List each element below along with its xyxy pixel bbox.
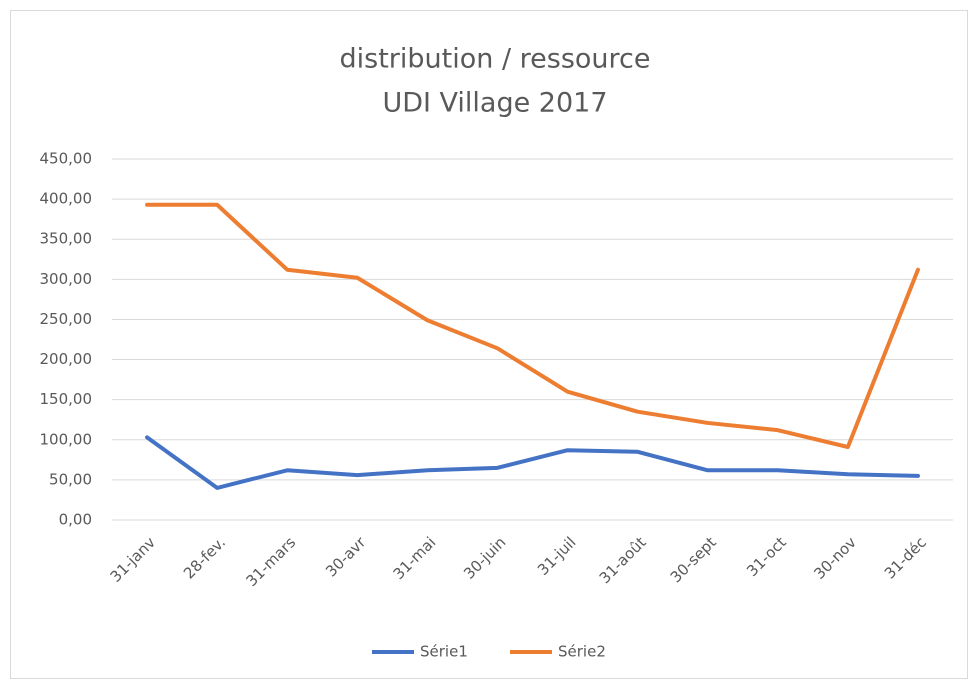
chart-title: distribution / ressource — [340, 44, 651, 75]
legend-label: Série2 — [558, 643, 606, 661]
chart-subtitle: UDI Village 2017 — [382, 88, 607, 119]
y-tick-label: 350,00 — [40, 230, 93, 248]
y-tick-label: 300,00 — [40, 270, 93, 288]
y-tick-label: 400,00 — [40, 190, 93, 208]
y-tick-label: 200,00 — [40, 350, 93, 368]
series-line — [145, 435, 920, 490]
y-tick-label: 250,00 — [40, 310, 93, 328]
y-tick-label: 150,00 — [40, 390, 93, 408]
legend-label: Série1 — [420, 643, 468, 661]
y-tick-label: 450,00 — [40, 150, 93, 168]
y-tick-label: 50,00 — [49, 470, 92, 488]
y-tick-label: 0,00 — [59, 511, 92, 529]
series-line — [145, 202, 920, 449]
y-tick-label: 100,00 — [40, 430, 93, 448]
